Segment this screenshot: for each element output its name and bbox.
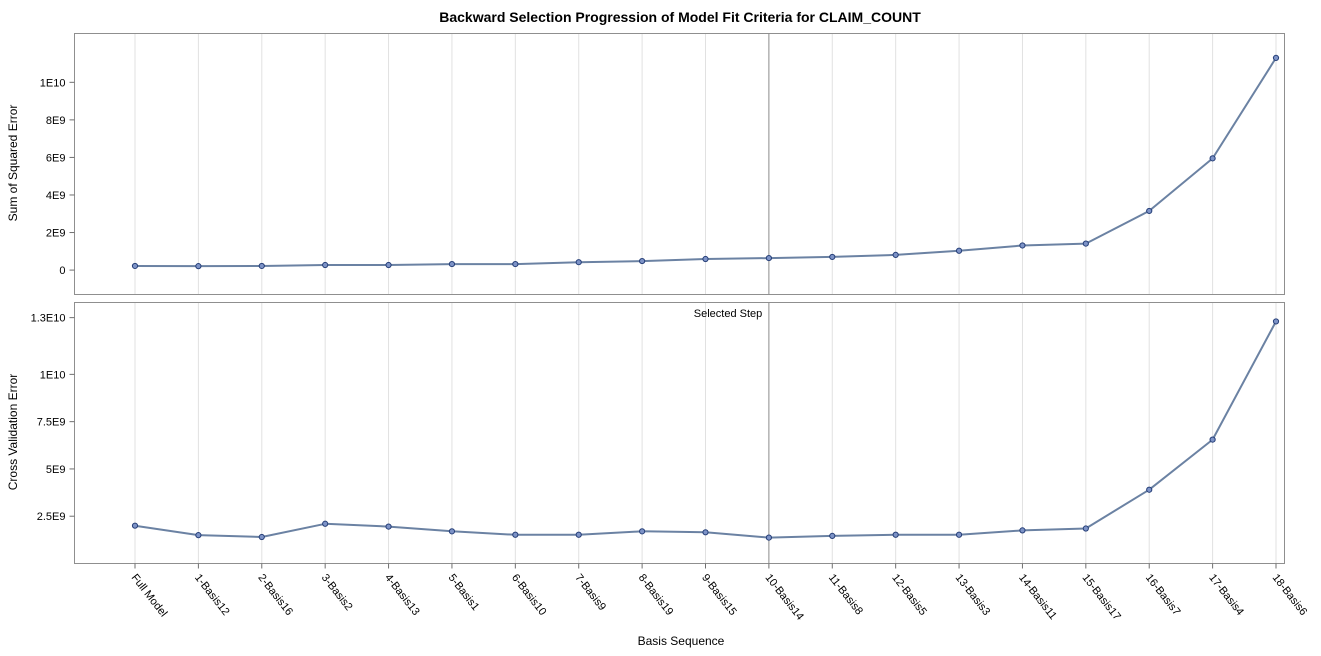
x-tick-label: 3-Basis2	[319, 572, 355, 613]
cv-y-tick-label: 2.5E9	[37, 511, 66, 523]
x-tick-label: 4-Basis13	[382, 572, 422, 618]
x-tick-label: 11-Basis8	[826, 572, 865, 617]
x-tick-label: 15-Basis17	[1079, 572, 1122, 623]
sse-point	[131, 262, 139, 270]
cv-panel: 2.5E9 5E9 7.5E9 1E10 1.3E10 Cross Validation…	[6, 302, 1285, 564]
x-tick-label: 18-Basis6	[1270, 572, 1310, 618]
cv-point	[829, 532, 836, 539]
cv-point	[702, 529, 709, 536]
sse-y-tick-label: 8E9	[46, 115, 66, 127]
cv-point	[1272, 318, 1280, 325]
cv-point	[512, 531, 519, 538]
cv-point	[1209, 436, 1216, 443]
sse-point	[702, 255, 709, 263]
sse-point	[829, 253, 836, 261]
cv-point	[639, 528, 646, 535]
cv-point	[892, 531, 899, 538]
sse-y-tick-label: 1E10	[40, 77, 66, 89]
sse-y-tick-label: 2E9	[46, 228, 66, 240]
sse-point	[639, 257, 646, 265]
sse-y-tick-label: 0	[59, 265, 65, 277]
cv-y-tick-label: 5E9	[46, 464, 66, 476]
sse-point	[1272, 54, 1280, 62]
sse-point	[1209, 155, 1216, 162]
selected-step-label: Selected Step	[694, 308, 763, 320]
x-tick-label: 5-Basis1	[446, 572, 482, 613]
cv-point	[575, 531, 582, 538]
cv-panel-frame	[74, 302, 1285, 564]
cv-point	[955, 531, 963, 538]
cv-point	[1146, 486, 1153, 493]
sse-point	[322, 261, 329, 269]
x-tick-label: 1-Basis12	[192, 572, 232, 618]
cv-point	[258, 533, 265, 541]
x-tick-label: 6-Basis10	[509, 572, 549, 618]
cv-point	[322, 520, 329, 527]
x-tick-label: 7-Basis9	[572, 572, 608, 613]
sse-point	[1082, 240, 1089, 247]
cv-y-tick-label: 1E10	[40, 369, 66, 381]
cv-point	[195, 532, 202, 539]
sse-point	[258, 262, 265, 270]
cv-point	[131, 522, 139, 529]
cv-y-tick-label: 1.3E10	[31, 313, 66, 325]
cv-y-tick-label: 7.5E9	[37, 417, 66, 429]
sse-panel-frame	[74, 33, 1285, 295]
x-tick-label: 13-Basis3	[953, 572, 993, 618]
x-tick-label: 9-Basis15	[699, 572, 739, 618]
sse-point	[892, 251, 899, 258]
x-tick-label: 14-Basis11	[1016, 572, 1059, 622]
x-tick-label: 12-Basis5	[889, 572, 929, 618]
sse-panel: 0 2E9 4E9 6E9 8E9 1E10 Sum of Squared Error	[6, 33, 1285, 295]
sse-point	[1019, 242, 1026, 249]
cv-point	[1019, 527, 1026, 534]
x-tick-label: 10-Basis14	[763, 572, 806, 623]
cv-point	[765, 534, 772, 541]
sse-point	[195, 263, 202, 270]
sse-point	[1146, 207, 1153, 215]
x-tick-label: 2-Basis16	[255, 572, 295, 618]
cv-point	[385, 523, 392, 530]
x-tick-label: 16-Basis7	[1143, 572, 1183, 618]
cv-y-axis-label: Cross Validation Error	[6, 374, 20, 490]
sse-y-tick-label: 6E9	[46, 152, 66, 164]
sse-y-tick-label: 4E9	[46, 190, 66, 202]
sse-point	[955, 247, 963, 254]
x-axis-label: Basis Sequence	[638, 634, 725, 648]
sse-point	[765, 254, 772, 262]
sse-point	[512, 260, 519, 268]
x-tick-label: 8-Basis19	[636, 572, 676, 618]
sse-point	[385, 261, 392, 269]
x-tick-label: Full Model	[129, 572, 170, 619]
sse-y-axis-label: Sum of Squared Error	[6, 105, 20, 222]
cv-point	[1082, 525, 1089, 532]
cv-point	[448, 528, 456, 535]
x-tick-label: 17-Basis4	[1206, 572, 1246, 618]
chart-title: Backward Selection Progression of Model …	[439, 9, 921, 25]
x-axis-ticks: Full Model 1-Basis12 2-Basis16 3-Basis2 4-Ba…	[129, 563, 1310, 623]
sse-point	[575, 259, 582, 266]
sse-point	[448, 260, 456, 268]
